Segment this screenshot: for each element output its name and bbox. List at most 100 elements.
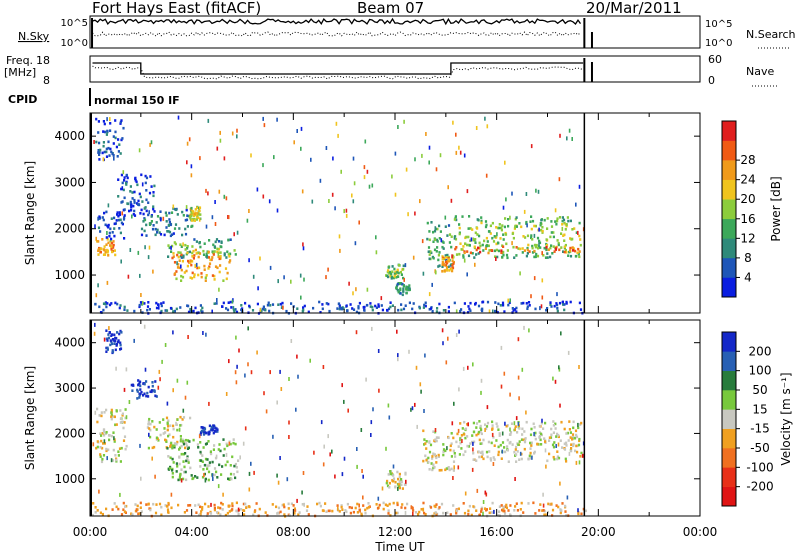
velocity-y-tick-label-1: 2000: [54, 426, 85, 440]
velocity-echo-region-4: [166, 438, 240, 482]
power-colorbar-cell-5: [722, 179, 736, 200]
freq-tick-high: 18: [36, 54, 50, 67]
power-colorbar-label: Power [dB]: [769, 176, 783, 241]
power-y-tick-label-3: 4000: [54, 129, 85, 143]
power-echo-region-1: [96, 238, 117, 257]
power-colorbar-tick-label-6: 28: [740, 153, 755, 167]
nsearch-tick-low: 10^0: [705, 38, 732, 49]
velocity-colorbar-cell-0: [722, 486, 736, 507]
freq-tick-low: 8: [43, 74, 50, 87]
nsky-label: N.Sky: [18, 30, 50, 43]
power-y-tick-label-2: 3000: [54, 175, 85, 189]
x-tick-label-6: 00:00: [683, 525, 718, 539]
power-colorbar-tick-label-5: 24: [740, 173, 755, 187]
freq-units-label: [MHz]: [4, 66, 36, 79]
velocity-colorbar-tick-label-1: 100: [749, 364, 772, 378]
velocity-colorbar-label: Velocity [m s⁻¹]: [779, 372, 793, 465]
power-colorbar-cell-0: [722, 277, 736, 298]
power-colorbar-cell-3: [722, 218, 736, 239]
power-echo-region-12: [453, 215, 582, 260]
velocity-colorbar-cell-4: [722, 409, 736, 429]
power-colorbar-cell-2: [722, 238, 736, 259]
velocity-colorbar-tick-label-4: -15: [750, 422, 770, 436]
power-echo-region-11: [441, 254, 455, 273]
power-colorbar-tick-label-0: 4: [744, 270, 752, 284]
nave-trace: [92, 65, 584, 80]
velocity-colorbar-cell-6: [722, 370, 736, 391]
nsky-tick-high: 10^5: [61, 18, 88, 29]
velocity-sparse-echoes: [92, 322, 585, 516]
velocity-echo-region-8: [453, 420, 583, 463]
velocity-echo-region-9: [91, 501, 587, 518]
power-echo-region-0: [95, 117, 125, 162]
velocity-colorbar-tick-label-7: -200: [746, 480, 773, 494]
x-axis-label: Time UT: [374, 540, 425, 554]
nave-tick-low: 0: [708, 74, 715, 87]
power-colorbar-cell-8: [722, 121, 736, 141]
power-sparse-echoes: [93, 115, 585, 314]
velocity-colorbar-cell-7: [722, 351, 736, 371]
power-y-tick-label-0: 1000: [54, 268, 85, 282]
power-colorbar: [721, 120, 737, 298]
date-label: 20/Mar/2011: [586, 0, 682, 17]
velocity-colorbar-cell-8: [722, 332, 736, 352]
velocity-echo-region-0: [95, 407, 128, 464]
power-echo-region-13: [454, 245, 581, 255]
power-heatmap: [93, 115, 585, 315]
velocity-echo-region-2: [130, 379, 158, 400]
power-colorbar-frame: [721, 120, 737, 298]
x-tick-label-3: 12:00: [378, 525, 413, 539]
nsearch-label: N.Search: [746, 28, 796, 41]
power-colorbar-tick-label-1: 8: [744, 251, 752, 265]
velocity-colorbar-cell-5: [722, 390, 736, 410]
power-ylabel: Slant Range [km]: [23, 161, 37, 265]
x-tick-label-4: 16:00: [479, 525, 514, 539]
power-echo-region-7: [189, 205, 202, 222]
nsky-panel-frame: [89, 15, 701, 49]
velocity-colorbar-cell-2: [722, 448, 736, 468]
power-colorbar-cell-1: [722, 257, 736, 278]
power-echo-region-9: [395, 282, 411, 297]
nave-label: Nave: [746, 65, 774, 78]
cpid-label: CPID: [8, 93, 37, 106]
velocity-echo-region-5: [199, 424, 219, 436]
power-echo-region-6: [171, 247, 232, 282]
power-colorbar-tick-label-2: 12: [740, 231, 755, 245]
x-tick-label-2: 08:00: [276, 525, 311, 539]
power-colorbar-tick-label-4: 20: [740, 192, 755, 206]
freq-label: Freq.: [6, 54, 33, 67]
freq-panel-frame: [89, 55, 701, 83]
power-y-tick-label-1: 2000: [54, 222, 85, 236]
power-colorbar-cell-7: [722, 140, 736, 161]
velocity-colorbar-tick-label-3: 15: [752, 402, 767, 416]
velocity-echo-region-6: [385, 470, 407, 490]
power-echo-region-3: [117, 173, 156, 218]
nsearch-trace: [92, 31, 581, 37]
velocity-ylabel: Slant Range [km]: [23, 366, 37, 470]
power-colorbar-cell-4: [722, 199, 736, 220]
velocity-colorbar-frame: [721, 331, 737, 507]
x-tick-label-1: 04:00: [174, 525, 209, 539]
nave-tick-high: 60: [708, 53, 722, 66]
power-colorbar-cell-6: [722, 160, 736, 180]
velocity-heatmap: [91, 322, 587, 518]
velocity-y-tick-label-0: 1000: [54, 472, 85, 486]
beam-label: Beam 07: [357, 0, 425, 17]
velocity-colorbar-cell-1: [722, 467, 736, 487]
radar-title: Fort Hays East (fitACF): [92, 0, 262, 17]
velocity-echo-region-1: [105, 329, 123, 355]
x-tick-label-0: 00:00: [73, 525, 108, 539]
cpid-value: normal 150 IF: [94, 94, 180, 107]
velocity-y-tick-label-3: 4000: [54, 336, 85, 350]
nsky-trace: [92, 17, 582, 26]
x-tick-label-5: 20:00: [581, 525, 616, 539]
power-echo-region-2: [97, 210, 126, 241]
velocity-colorbar-tick-label-0: 200: [749, 344, 772, 358]
velocity-colorbar: [721, 331, 737, 507]
velocity-colorbar-tick-label-2: 50: [752, 383, 767, 397]
velocity-colorbar-cell-3: [722, 428, 736, 449]
velocity-echo-region-7: [422, 429, 456, 472]
power-echo-region-8: [385, 263, 405, 280]
velocity-colorbar-tick-label-5: -50: [750, 441, 770, 455]
